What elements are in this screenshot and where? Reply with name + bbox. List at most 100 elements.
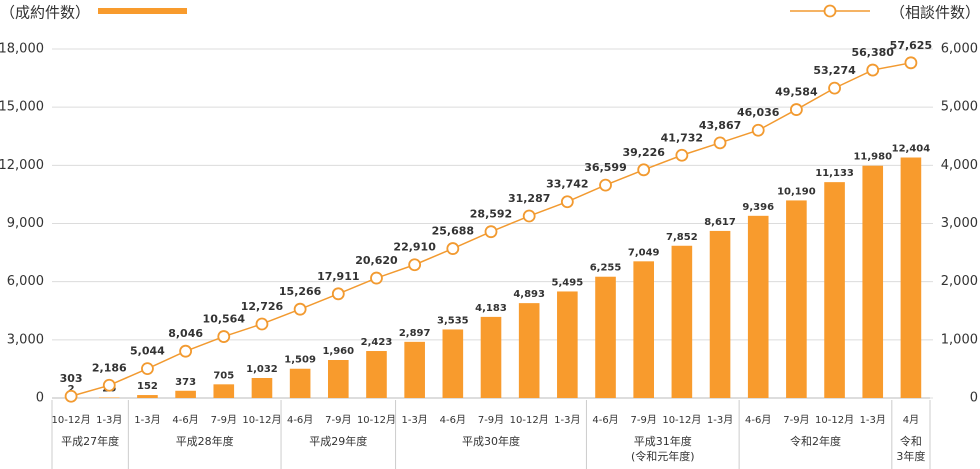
- x-tick-label: 10-12月: [357, 414, 396, 426]
- line-value-label: 57,625: [890, 39, 932, 52]
- line-value-label: 15,266: [279, 285, 322, 298]
- x-tick-label: 1-3月: [860, 414, 886, 426]
- y2-tick-label: 6,000: [941, 42, 978, 57]
- x-tick-label: 10-12月: [662, 414, 701, 426]
- y2-tick-label: 5,000: [941, 100, 978, 115]
- line-marker: [751, 123, 765, 137]
- line-value-label: 303: [60, 372, 83, 385]
- group-label: 平成31年度: [634, 434, 692, 448]
- bar-value-label: 7,049: [628, 247, 660, 258]
- bar-value-label: 11,980: [853, 152, 892, 163]
- bar-value-label: 11,133: [815, 168, 854, 179]
- x-tick-label: 1-3月: [707, 414, 733, 426]
- bar-value-label: 2,423: [361, 337, 393, 348]
- line-marker: [828, 81, 841, 95]
- bar: [366, 351, 387, 398]
- line-marker: [331, 287, 345, 301]
- bar: [175, 390, 196, 398]
- x-tick-label: 4-6月: [745, 414, 771, 426]
- x-tick-label: 7-9月: [631, 414, 657, 426]
- bar: [747, 215, 769, 398]
- bar-value-label: 10,190: [777, 186, 816, 197]
- bar-value-label: 2,897: [399, 328, 431, 339]
- x-tick-label: 4月: [903, 414, 919, 426]
- bar: [633, 261, 655, 398]
- x-tick-label: 1-3月: [554, 414, 580, 426]
- y2-tick-label: 0: [970, 391, 978, 406]
- x-tick-label: 4-6月: [592, 414, 618, 426]
- line-marker: [599, 178, 612, 192]
- line-value-label: 56,380: [852, 46, 895, 59]
- y2-tick-label: 1,000: [941, 332, 978, 347]
- x-tick-label: 4-6月: [172, 414, 198, 426]
- bar: [480, 316, 502, 398]
- line-value-label: 31,287: [508, 192, 550, 205]
- line-value-label: 17,911: [317, 270, 359, 283]
- line-marker: [141, 362, 154, 376]
- bar-value-label: 9,396: [742, 202, 774, 213]
- line-value-label: 28,592: [470, 208, 512, 221]
- bar: [327, 359, 349, 398]
- x-tick-label: 7-9月: [783, 414, 809, 426]
- line-marker: [64, 389, 78, 403]
- line-marker: [904, 56, 918, 70]
- bar: [862, 165, 884, 398]
- bar-value-label: 4,183: [475, 303, 507, 314]
- group-label: 平成30年度: [462, 434, 520, 448]
- y-tick-label: 9,000: [7, 216, 44, 231]
- legend-label: （相談件数）: [890, 4, 980, 22]
- line-marker: [560, 195, 574, 209]
- bar-value-label: 1,509: [284, 355, 316, 366]
- group-label: 平成29年度: [309, 434, 367, 448]
- bar-value-label: 152: [137, 381, 158, 392]
- x-tick-label: 7-9月: [211, 414, 237, 426]
- line-marker: [102, 378, 116, 392]
- line-value-label: 8,046: [168, 327, 203, 340]
- bar-value-label: 12,404: [892, 144, 931, 155]
- bar-value-label: 373: [175, 377, 196, 388]
- bar: [786, 200, 807, 398]
- bar-value-label: 2: [68, 384, 75, 395]
- line-value-label: 2,186: [92, 361, 127, 374]
- x-tick-label: 4-6月: [287, 414, 313, 426]
- legend-swatch: [98, 8, 187, 14]
- y-tick-label: 15,000: [0, 100, 44, 115]
- x-tick-label: 10-12月: [242, 414, 281, 426]
- line-marker: [713, 136, 727, 150]
- group-label: 3年度: [896, 449, 925, 463]
- bar-value-label: 7,852: [666, 232, 698, 243]
- bar: [557, 291, 578, 398]
- y-tick-label: 6,000: [7, 274, 44, 289]
- x-tick-label: 1-3月: [134, 414, 160, 426]
- bar-value-label: 1,960: [322, 346, 354, 357]
- bar: [595, 276, 616, 398]
- bar-value-label: 6,255: [590, 263, 622, 274]
- y2-tick-label: 3,000: [941, 216, 978, 231]
- line-value-label: 33,742: [546, 178, 588, 191]
- bar: [442, 329, 464, 398]
- line-value-label: 20,620: [355, 254, 398, 267]
- line-marker: [866, 63, 880, 77]
- x-tick-label: 10-12月: [815, 414, 854, 426]
- y-tick-label: 0: [36, 391, 44, 406]
- x-tick-label: 7-9月: [478, 414, 504, 426]
- y-tick-label: 3,000: [7, 332, 44, 347]
- bar: [709, 230, 731, 398]
- bar-value-label: 4,893: [513, 289, 545, 300]
- line-value-label: 36,599: [584, 161, 626, 174]
- group-label: 令和2年度: [790, 434, 841, 448]
- y-tick-label: 12,000: [0, 158, 44, 173]
- line-marker: [484, 225, 498, 239]
- group-label: 令和: [900, 434, 922, 448]
- legend-label: （成約件数）: [0, 4, 90, 22]
- group-label: (令和元年度): [631, 449, 695, 463]
- line-value-label: 53,274: [813, 64, 856, 77]
- line-marker: [293, 302, 307, 316]
- bar: [98, 397, 120, 398]
- bar-value-label: 3,535: [437, 315, 469, 326]
- bar-value-label: 705: [213, 370, 234, 381]
- bar-value-label: 1,032: [246, 364, 278, 375]
- group-label: 平成28年度: [176, 434, 234, 448]
